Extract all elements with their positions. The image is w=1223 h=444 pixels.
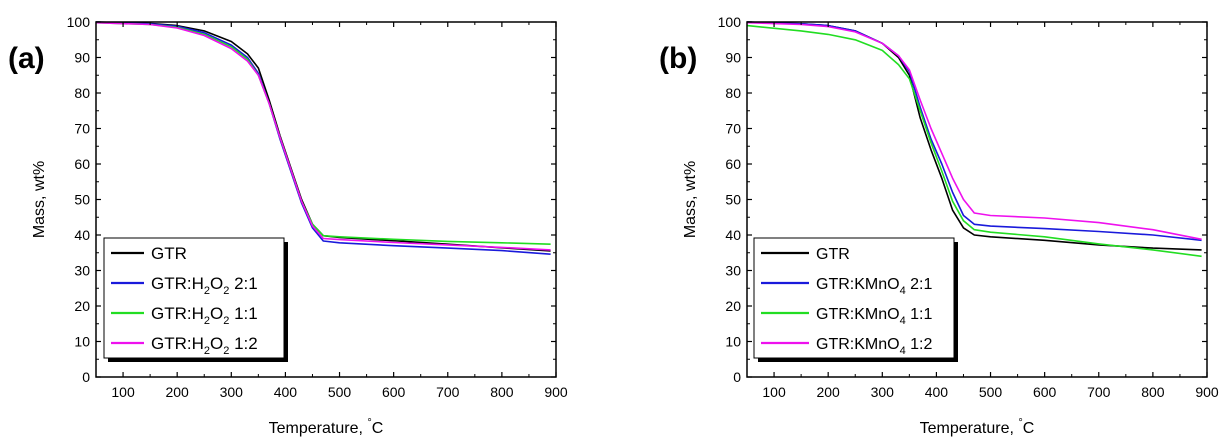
x-axis-label: Temperature, °C bbox=[920, 417, 1035, 437]
series-line bbox=[95, 21, 551, 245]
legend-label: GTR bbox=[816, 246, 850, 263]
series-line bbox=[746, 21, 1202, 241]
legend-label: GTR:H2O2 1:2 bbox=[151, 334, 258, 357]
y-tick-label: 40 bbox=[725, 227, 741, 243]
legend-label: GTR:H2O2 1:1 bbox=[151, 304, 258, 327]
legend-label: GTR:KMnO4 1:2 bbox=[816, 336, 932, 357]
legend-label: GTR bbox=[151, 244, 187, 263]
series-line bbox=[95, 21, 551, 251]
x-tick-label: 800 bbox=[490, 384, 514, 400]
x-tick-label: 600 bbox=[1033, 384, 1057, 400]
y-tick-label: 20 bbox=[725, 298, 741, 314]
x-tick-label: 500 bbox=[979, 384, 1003, 400]
x-tick-label: 900 bbox=[1195, 384, 1219, 400]
x-tick-label: 500 bbox=[328, 384, 352, 400]
x-tick-label: 400 bbox=[925, 384, 949, 400]
panel-label: (b) bbox=[659, 42, 697, 75]
y-tick-label: 90 bbox=[725, 50, 741, 66]
y-axis-label: Mass, wt% bbox=[682, 161, 699, 238]
y-tick-label: 70 bbox=[725, 121, 741, 137]
y-tick-label: 90 bbox=[74, 50, 90, 66]
legend-label: GTR:KMnO4 2:1 bbox=[816, 276, 932, 297]
y-axis-label: Mass, wt% bbox=[31, 161, 48, 238]
legend-box bbox=[753, 237, 955, 359]
x-tick-label: 200 bbox=[165, 384, 189, 400]
series-line bbox=[746, 24, 1202, 258]
x-tick-label: 300 bbox=[871, 384, 895, 400]
y-tick-label: 10 bbox=[74, 334, 90, 350]
y-tick-label: 100 bbox=[718, 14, 742, 30]
series-line bbox=[95, 21, 551, 255]
y-tick-label: 70 bbox=[74, 121, 90, 137]
legend-box bbox=[103, 237, 285, 359]
y-tick-label: 30 bbox=[74, 263, 90, 279]
chart-panel-a: 0 10 20 30 40 50 60 70 80 90 100 100 200 300 400 500 600… bbox=[8, 14, 568, 437]
x-tick-label: 800 bbox=[1141, 384, 1165, 400]
y-tick-label: 30 bbox=[725, 263, 741, 279]
x-tick-label: 300 bbox=[220, 384, 244, 400]
y-tick-label: 10 bbox=[725, 334, 741, 350]
series-line bbox=[95, 21, 551, 252]
y-tick-label: 60 bbox=[725, 156, 741, 172]
x-tick-label: 700 bbox=[436, 384, 460, 400]
y-tick-label: 60 bbox=[74, 156, 90, 172]
x-tick-label: 700 bbox=[1087, 384, 1111, 400]
x-tick-label: 100 bbox=[762, 384, 786, 400]
x-axis-label: Temperature, °C bbox=[269, 417, 384, 437]
y-tick-label: 0 bbox=[82, 369, 90, 385]
x-tick-label: 600 bbox=[382, 384, 406, 400]
x-tick-label: 200 bbox=[816, 384, 840, 400]
y-tick-label: 80 bbox=[74, 85, 90, 101]
legend-label: GTR:KMnO4 1:1 bbox=[816, 306, 932, 327]
y-tick-label: 50 bbox=[74, 192, 90, 208]
panel-label: (a) bbox=[8, 42, 45, 75]
chart-panel-b: 0 10 20 30 40 50 60 70 80 90 100 100 200 300 400 500 600… bbox=[659, 14, 1219, 437]
y-tick-label: 50 bbox=[725, 192, 741, 208]
y-tick-label: 80 bbox=[725, 85, 741, 101]
series-line bbox=[746, 21, 1202, 242]
x-tick-label: 400 bbox=[274, 384, 298, 400]
x-tick-label: 900 bbox=[544, 384, 568, 400]
y-tick-label: 0 bbox=[733, 369, 741, 385]
legend-label: GTR:H2O2 2:1 bbox=[151, 274, 258, 297]
x-tick-label: 100 bbox=[111, 384, 135, 400]
y-tick-label: 40 bbox=[74, 227, 90, 243]
series-line bbox=[746, 21, 1202, 251]
y-tick-label: 100 bbox=[67, 14, 91, 30]
y-tick-label: 20 bbox=[74, 298, 90, 314]
